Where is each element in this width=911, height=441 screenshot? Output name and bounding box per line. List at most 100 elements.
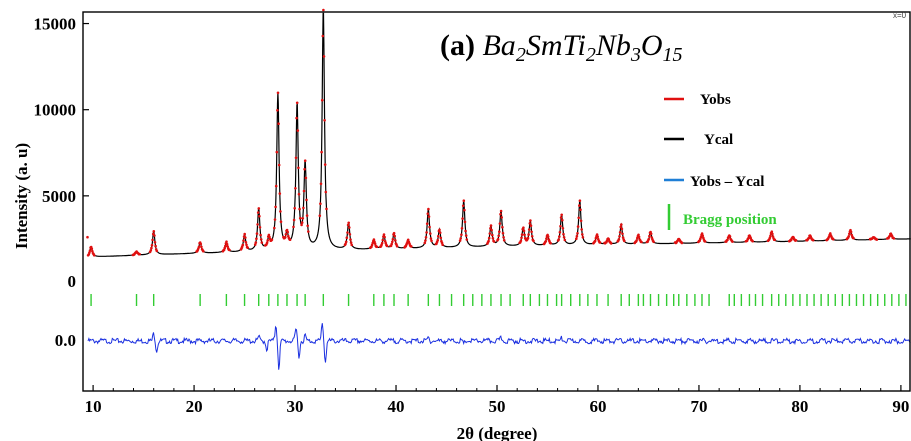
yobs-point bbox=[728, 235, 732, 238]
x-tick-label: 40 bbox=[388, 397, 405, 416]
yobs-point bbox=[224, 244, 227, 248]
yobs-series bbox=[86, 8, 896, 257]
yobs-point bbox=[460, 227, 464, 230]
yobs-point bbox=[731, 240, 734, 243]
yobs-point bbox=[260, 241, 264, 244]
yobs-point bbox=[152, 230, 156, 233]
yobs-point bbox=[649, 232, 653, 236]
yobs-point bbox=[427, 215, 431, 218]
yobs-point bbox=[768, 236, 772, 239]
yobs-point bbox=[306, 224, 310, 228]
plot-frame bbox=[82, 11, 911, 392]
yobs-point bbox=[637, 235, 641, 239]
yobs-point bbox=[520, 236, 523, 240]
yobs-point bbox=[563, 238, 567, 242]
yobs-point bbox=[620, 227, 624, 231]
yobs-point bbox=[284, 236, 287, 239]
yobs-point bbox=[243, 232, 246, 236]
yobs-point bbox=[523, 233, 526, 237]
yobs-point bbox=[382, 233, 386, 236]
yobs-point bbox=[301, 217, 305, 220]
yobs-point bbox=[596, 235, 599, 238]
yobs-point bbox=[151, 238, 154, 242]
yobs-point bbox=[322, 8, 325, 12]
yobs-point bbox=[319, 182, 323, 186]
yobs-point bbox=[460, 233, 463, 236]
yobs-point bbox=[559, 216, 563, 219]
yobs-point bbox=[832, 238, 835, 241]
yobs-point bbox=[325, 207, 328, 211]
yobs-point bbox=[459, 237, 463, 240]
yobs-point bbox=[279, 220, 283, 223]
yobs-point bbox=[284, 233, 288, 236]
yobs-point bbox=[245, 243, 248, 247]
yobs-point bbox=[520, 233, 524, 236]
yobs-point bbox=[528, 222, 532, 225]
yobs-point bbox=[273, 226, 276, 230]
yobs-point bbox=[277, 163, 281, 167]
title-formula-part: 2 bbox=[516, 44, 526, 66]
yobs-point bbox=[875, 238, 879, 241]
yobs-point bbox=[424, 236, 428, 239]
yobs-point bbox=[529, 224, 533, 227]
x-axis-title: 2θ (degree) bbox=[457, 424, 538, 441]
yobs-point bbox=[438, 228, 441, 232]
yobs-point bbox=[811, 238, 815, 242]
yobs-point bbox=[92, 254, 96, 257]
yobs-point bbox=[199, 242, 203, 246]
yobs-point bbox=[350, 243, 354, 247]
x-tick-label: 20 bbox=[186, 397, 203, 416]
yobs-point bbox=[429, 237, 433, 240]
curves-layer bbox=[86, 8, 911, 370]
yobs-point bbox=[347, 221, 351, 225]
yobs-point bbox=[637, 233, 640, 237]
yobs-point bbox=[621, 232, 624, 236]
yobs-point bbox=[277, 122, 280, 125]
yobs-point bbox=[305, 214, 309, 217]
yobs-point bbox=[200, 245, 203, 249]
yobs-point bbox=[223, 246, 226, 250]
yobs-point bbox=[807, 236, 811, 240]
yobs-point bbox=[557, 238, 560, 241]
yobs-point bbox=[430, 239, 433, 243]
yobs-point bbox=[487, 239, 490, 243]
yobs-point bbox=[527, 233, 530, 236]
yobs-point bbox=[259, 233, 262, 237]
yobs-point bbox=[593, 239, 597, 243]
yobs-point bbox=[244, 241, 248, 244]
yobs-point bbox=[380, 241, 384, 245]
yobs-point bbox=[607, 238, 611, 241]
yobs-point bbox=[346, 231, 349, 234]
yobs-point bbox=[153, 241, 157, 244]
yobs-point bbox=[295, 116, 298, 120]
yobs-point bbox=[492, 240, 496, 243]
yobs-point bbox=[647, 237, 651, 241]
yobs-point bbox=[618, 231, 622, 234]
yobs-point bbox=[726, 238, 729, 242]
yobs-point bbox=[461, 217, 464, 220]
yobs-point bbox=[372, 238, 376, 241]
yobs-point bbox=[424, 239, 427, 242]
yobs-point bbox=[295, 101, 299, 105]
yobs-point bbox=[578, 204, 581, 207]
yobs-point bbox=[598, 241, 602, 244]
yobs-point bbox=[751, 239, 754, 243]
yobs-point bbox=[498, 222, 502, 225]
yobs-point bbox=[621, 236, 625, 239]
legend-label-yobs: Yobs bbox=[700, 92, 731, 108]
yobs-point bbox=[648, 234, 651, 238]
yobs-point bbox=[579, 208, 582, 211]
yobs-point bbox=[297, 192, 301, 196]
yobs-point bbox=[497, 234, 501, 238]
title-formula-part: O bbox=[641, 29, 663, 62]
legend-label-bragg: Bragg position bbox=[683, 212, 777, 228]
title-formula-part: 2 bbox=[586, 44, 596, 66]
legend-label-difference: Yobs – Ycal bbox=[690, 174, 764, 190]
yobs-point bbox=[559, 224, 562, 228]
yobs-point bbox=[436, 238, 440, 242]
corner-label: x=0 bbox=[893, 11, 907, 20]
yobs-point bbox=[391, 237, 395, 241]
yobs-point bbox=[303, 167, 306, 171]
yobs-point bbox=[259, 238, 263, 241]
